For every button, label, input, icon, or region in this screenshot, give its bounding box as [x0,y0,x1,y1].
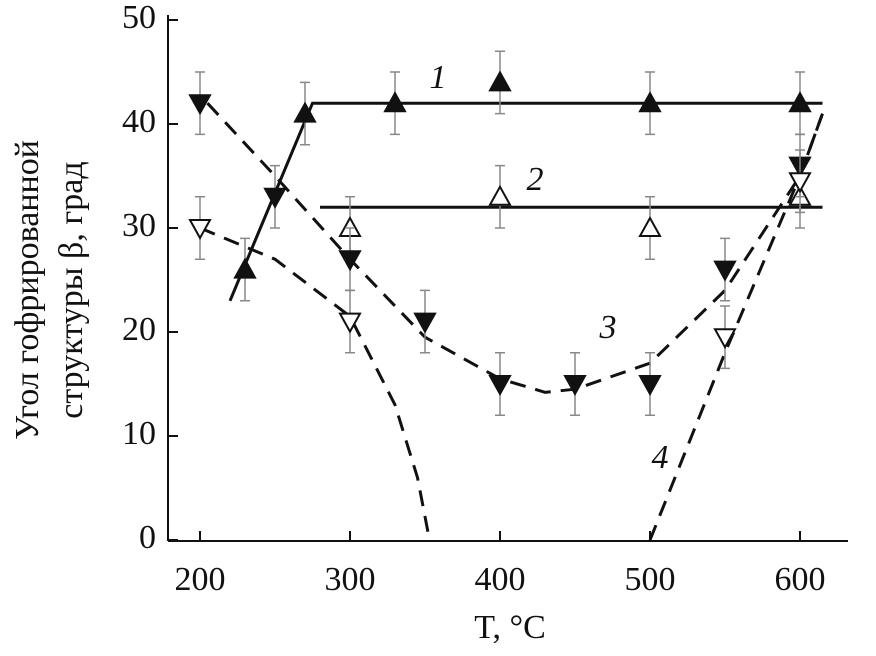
y-tick-label: 50 [122,0,156,36]
fit-line [206,102,824,394]
point [638,215,662,237]
point [188,219,212,241]
curve-label: 1 [430,59,447,96]
x-tick-label: 200 [175,561,226,598]
point [638,375,662,397]
x-tick-label: 300 [325,561,376,598]
point [488,375,512,397]
point [788,91,812,113]
point [233,257,257,279]
point [488,184,512,206]
x-tick-label: 600 [775,561,826,598]
point [638,91,662,113]
fit-line [648,113,824,541]
point [188,94,212,116]
point [788,172,812,194]
point [713,260,737,282]
fit-line [228,101,823,302]
y-axis-label: Угол гофрированной структуры β, град [9,140,90,440]
curve-label: 3 [599,309,617,346]
curve-label: 4 [652,439,669,476]
x-tick-label: 500 [625,561,676,598]
fit-line [199,226,431,541]
x-tick-label: 400 [475,561,526,598]
x-axis-label: T, °C [474,609,546,646]
point [713,328,737,350]
point [563,375,587,397]
point [413,312,437,334]
y-tick-label: 20 [122,311,156,348]
point [338,312,362,334]
point [263,187,287,209]
y-tick-label: 30 [122,207,156,244]
y-axis-label-line: Угол гофрированной [9,140,46,440]
y-tick-label: 10 [122,415,156,452]
point [293,101,317,123]
y-tick-label: 0 [139,519,156,556]
point [383,91,407,113]
y-axis-label-line: структуры β, град [53,161,90,418]
y-tick-label: 40 [122,103,156,140]
curve-label: 2 [527,161,544,198]
point [488,70,512,92]
point [338,250,362,272]
